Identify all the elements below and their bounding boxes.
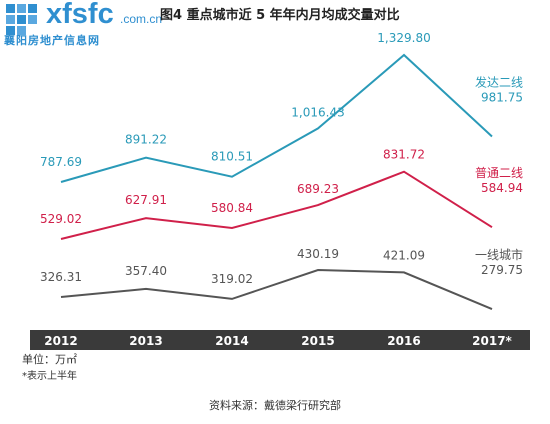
data-label: 689.23 — [297, 182, 339, 196]
legend-item: 发达二线 — [475, 75, 523, 90]
x-axis-band — [30, 330, 530, 350]
x-tick-label: 2016 — [387, 334, 420, 348]
x-tick-label: 2017* — [472, 334, 512, 348]
series-layer — [60, 53, 493, 311]
data-label: 529.02 — [40, 212, 82, 226]
source-note: 资料来源：戴德梁行研究部 — [209, 399, 341, 412]
label-layer: 787.69 891.22 810.51 1,016.43 1,329.80 981.75… — [40, 31, 523, 286]
data-label: 1,329.80 — [377, 31, 430, 45]
data-label: 981.75 — [481, 91, 523, 105]
data-label: 1,016.43 — [291, 105, 344, 119]
footnote: *表示上半年 — [22, 371, 77, 382]
series-line-1 — [60, 53, 493, 183]
x-tick-label: 2012 — [44, 334, 77, 348]
series-line-2 — [60, 170, 493, 240]
logo-domain: .com.cn — [120, 12, 163, 26]
data-label: 787.69 — [40, 155, 82, 169]
x-tick-label: 2014 — [215, 334, 248, 348]
data-label: 810.51 — [211, 150, 253, 164]
legend-item: 一线城市 — [475, 247, 523, 262]
logo-grid-icon — [6, 4, 37, 35]
logo-wordmark: xfsfc — [46, 0, 114, 30]
data-label: 421.09 — [383, 248, 425, 262]
x-tick-label: 2015 — [301, 334, 334, 348]
data-label: 279.75 — [481, 263, 523, 277]
data-label: 891.22 — [125, 133, 167, 147]
data-label: 831.72 — [383, 148, 425, 162]
logo-subtitle: 襄阳房地产信息网 — [4, 34, 100, 47]
data-label: 430.19 — [297, 247, 339, 261]
data-label: 627.91 — [125, 193, 167, 207]
unit-label: 单位：万㎡ — [22, 353, 77, 366]
x-tick-label: 2013 — [129, 334, 162, 348]
data-label: 580.84 — [211, 201, 253, 215]
data-label: 319.02 — [211, 272, 253, 286]
data-label: 584.94 — [481, 181, 523, 195]
x-axis-ticks: 2012 2013 2014 2015 2016 2017* — [44, 334, 512, 348]
chart-title: 图4 重点城市近 5 年年内月均成交量对比 — [160, 8, 400, 23]
site-logo: xfsfc .com.cn 襄阳房地产信息网 — [4, 0, 164, 47]
data-label: 326.31 — [40, 270, 82, 284]
series-line-3 — [60, 268, 493, 311]
data-label: 357.40 — [125, 264, 167, 278]
legend-item: 普通二线 — [475, 166, 523, 180]
